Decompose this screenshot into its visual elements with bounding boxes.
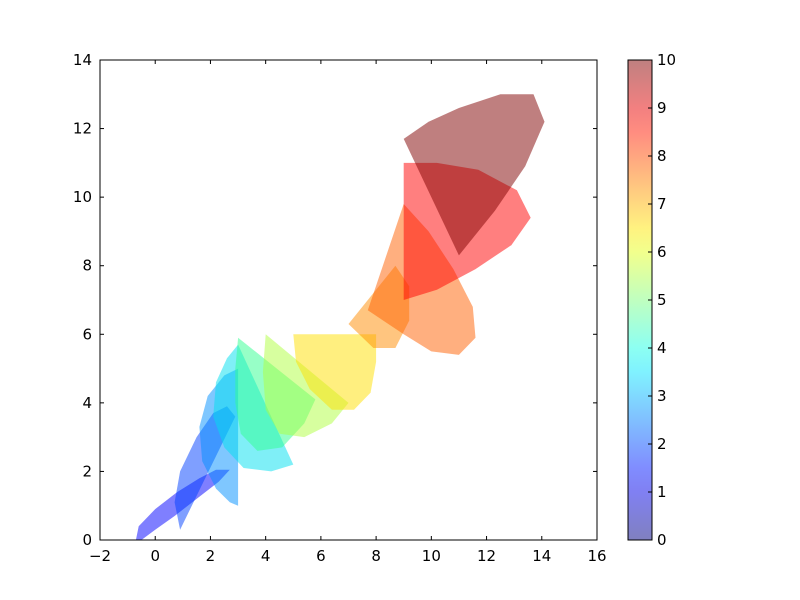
- colorbar-tick-label: 1: [657, 483, 667, 501]
- x-tick-label: 12: [477, 547, 496, 565]
- plot-frame: [99, 59, 598, 541]
- y-tick-label: 12: [73, 120, 92, 138]
- y-tick-label: 4: [82, 394, 92, 412]
- colorbar-tick-label: 10: [657, 51, 676, 69]
- shape-value-6: [293, 334, 377, 410]
- plot-area: [135, 94, 545, 540]
- colorbar-tick-label: 5: [657, 291, 667, 309]
- colorbar-tick-label: 7: [657, 195, 667, 213]
- shape-value-5: [262, 334, 349, 438]
- x-tick-label: 4: [261, 547, 271, 565]
- y-tick-label: 0: [82, 531, 92, 549]
- colorbar-tick-label: 9: [657, 99, 667, 117]
- x-tick-label: 6: [316, 547, 326, 565]
- colorbar-tick-label: 0: [657, 531, 667, 549]
- x-tick-label: −2: [89, 547, 111, 565]
- colorbar-tick-label: 2: [657, 435, 667, 453]
- x-tick-label: 0: [150, 547, 160, 565]
- colorbar: 0 1 2 3 4 5 6 7 8 9 10: [627, 51, 676, 549]
- colorbar-tick-label: 8: [657, 147, 667, 165]
- x-tick-label: 2: [206, 547, 216, 565]
- y-tick-label: 14: [73, 51, 92, 69]
- y-tick-label: 6: [82, 325, 92, 343]
- y-tick-label: 10: [73, 188, 92, 206]
- shape-value-10: [403, 94, 545, 256]
- y-tick-label: 8: [82, 257, 92, 275]
- colorbar-tick-label: 3: [657, 387, 667, 405]
- colorbar-tick-label: 6: [657, 243, 667, 261]
- y-tick-label: 2: [82, 462, 92, 480]
- x-tick-label: 8: [371, 547, 381, 565]
- x-tick-label: 10: [422, 547, 441, 565]
- colorbar-tick-label: 4: [657, 339, 667, 357]
- x-tick-label: 16: [587, 547, 606, 565]
- x-tick-label: 14: [532, 547, 551, 565]
